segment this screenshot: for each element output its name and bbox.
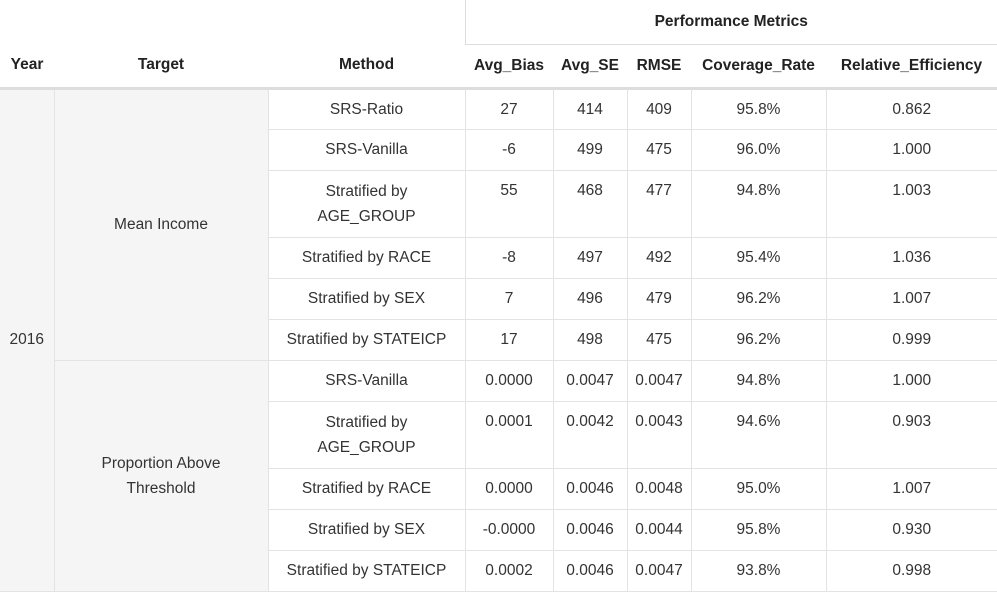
method-cell: SRS-Vanilla: [267, 360, 466, 402]
method-cell: Stratified by RACE: [267, 468, 466, 510]
relative-efficiency-cell: 1.000: [825, 360, 997, 402]
avg-se-cell: 0.0046: [552, 550, 627, 592]
avg-bias-cell: 7: [464, 278, 553, 320]
table-row: Stratified by RACE 0.0000 0.0046 0.0048 …: [0, 468, 997, 510]
relative-efficiency-cell: 1.003: [825, 170, 997, 238]
avg-bias-cell: 0.0001: [464, 401, 553, 469]
method-cell: Stratified by SEX: [267, 278, 466, 320]
column-header-relative-efficiency: Relative_Efficiency: [826, 44, 997, 90]
avg-se-cell: 0.0042: [552, 401, 627, 469]
table-row: Stratified by STATEICP 0.0002 0.0046 0.0…: [0, 550, 997, 592]
rmse-cell: 492: [626, 237, 691, 279]
relative-efficiency-cell: 0.862: [825, 88, 997, 130]
coverage-rate-cell: 96.2%: [690, 319, 826, 361]
table-row: Stratified by SEX -0.0000 0.0046 0.0044 …: [0, 509, 997, 551]
avg-bias-cell: -0.0000: [464, 509, 553, 551]
target-cell: Proportion Above Threshold: [53, 360, 269, 592]
avg-se-cell: 0.0046: [552, 509, 627, 551]
method-cell: Stratified by AGE_GROUP: [267, 170, 466, 238]
coverage-rate-cell: 95.4%: [690, 237, 826, 279]
avg-bias-cell: 0.0000: [464, 360, 553, 402]
method-cell: Stratified by SEX: [267, 509, 466, 551]
relative-efficiency-cell: 1.000: [825, 129, 997, 171]
coverage-rate-cell: 96.0%: [690, 129, 826, 171]
avg-se-cell: 498: [552, 319, 627, 361]
table-row: Proportion Above Threshold SRS-Vanilla 0…: [0, 360, 997, 592]
avg-se-cell: 468: [552, 170, 627, 238]
method-cell: Stratified by RACE: [267, 237, 466, 279]
rmse-cell: 479: [626, 278, 691, 320]
column-header-target: Target: [54, 44, 268, 90]
table-row: 2016 Mean Income SRS-Ratio 27 414 409 95…: [0, 88, 997, 592]
avg-bias-cell: 0.0002: [464, 550, 553, 592]
avg-bias-cell: 0.0000: [464, 468, 553, 510]
relative-efficiency-cell: 1.007: [825, 278, 997, 320]
method-cell: Stratified by STATEICP: [267, 550, 466, 592]
avg-bias-cell: -6: [464, 129, 553, 171]
relative-efficiency-cell: 0.930: [825, 509, 997, 551]
table-row: SRS-Vanilla -6 499 475 96.0% 1.000: [0, 129, 997, 171]
rmse-cell: 475: [626, 319, 691, 361]
coverage-rate-cell: 94.6%: [690, 401, 826, 469]
table-row: Stratified by STATEICP 17 498 475 96.2% …: [0, 319, 997, 361]
performance-metrics-header: Performance Metrics: [464, 0, 997, 45]
rmse-cell: 475: [626, 129, 691, 171]
header-spacer: [268, 0, 465, 44]
table-row: Stratified by SEX 7 496 479 96.2% 1.007: [0, 278, 997, 320]
relative-efficiency-cell: 0.998: [825, 550, 997, 592]
rmse-cell: 0.0043: [626, 401, 691, 469]
rmse-cell: 0.0044: [626, 509, 691, 551]
header-spacer: [0, 0, 54, 44]
relative-efficiency-cell: 1.007: [825, 468, 997, 510]
column-header-avg-bias: Avg_Bias: [465, 44, 553, 90]
coverage-rate-cell: 94.8%: [690, 360, 826, 402]
target-cell: Mean Income: [53, 88, 269, 361]
avg-bias-cell: 55: [464, 170, 553, 238]
method-cell: Stratified by AGE_GROUP: [267, 401, 466, 469]
avg-bias-cell: -8: [464, 237, 553, 279]
avg-se-cell: 0.0047: [552, 360, 627, 402]
relative-efficiency-cell: 1.036: [825, 237, 997, 279]
header-spacer: [54, 0, 268, 44]
column-header-method: Method: [268, 44, 465, 90]
column-header-rmse: RMSE: [627, 44, 691, 90]
avg-bias-cell: 27: [464, 88, 553, 130]
avg-bias-cell: 17: [464, 319, 553, 361]
rmse-cell: 477: [626, 170, 691, 238]
method-cell: Stratified by STATEICP: [267, 319, 466, 361]
relative-efficiency-cell: 0.999: [825, 319, 997, 361]
relative-efficiency-cell: 0.903: [825, 401, 997, 469]
avg-se-cell: 496: [552, 278, 627, 320]
rmse-cell: 0.0048: [626, 468, 691, 510]
table-row: Stratified by RACE -8 497 492 95.4% 1.03…: [0, 237, 997, 279]
column-header-coverage-rate: Coverage_Rate: [691, 44, 826, 90]
column-header-avg-se: Avg_SE: [553, 44, 627, 90]
table-row: Stratified by AGE_GROUP 0.0001 0.0042 0.…: [0, 401, 997, 469]
avg-se-cell: 0.0046: [552, 468, 627, 510]
column-header-year: Year: [0, 44, 54, 90]
method-cell: SRS-Vanilla: [267, 129, 466, 171]
rmse-cell: 0.0047: [626, 550, 691, 592]
coverage-rate-cell: 94.8%: [690, 170, 826, 238]
coverage-rate-cell: 95.8%: [690, 509, 826, 551]
table-row: Stratified by AGE_GROUP 55 468 477 94.8%…: [0, 170, 997, 238]
coverage-rate-cell: 95.0%: [690, 468, 826, 510]
year-cell: 2016: [0, 88, 54, 592]
avg-se-cell: 497: [552, 237, 627, 279]
rmse-cell: 0.0047: [626, 360, 691, 402]
avg-se-cell: 414: [552, 88, 627, 130]
method-cell: SRS-Ratio: [267, 88, 466, 130]
coverage-rate-cell: 93.8%: [690, 550, 826, 592]
avg-se-cell: 499: [552, 129, 627, 171]
coverage-rate-cell: 96.2%: [690, 278, 826, 320]
coverage-rate-cell: 95.8%: [690, 88, 826, 130]
rmse-cell: 409: [626, 88, 691, 130]
